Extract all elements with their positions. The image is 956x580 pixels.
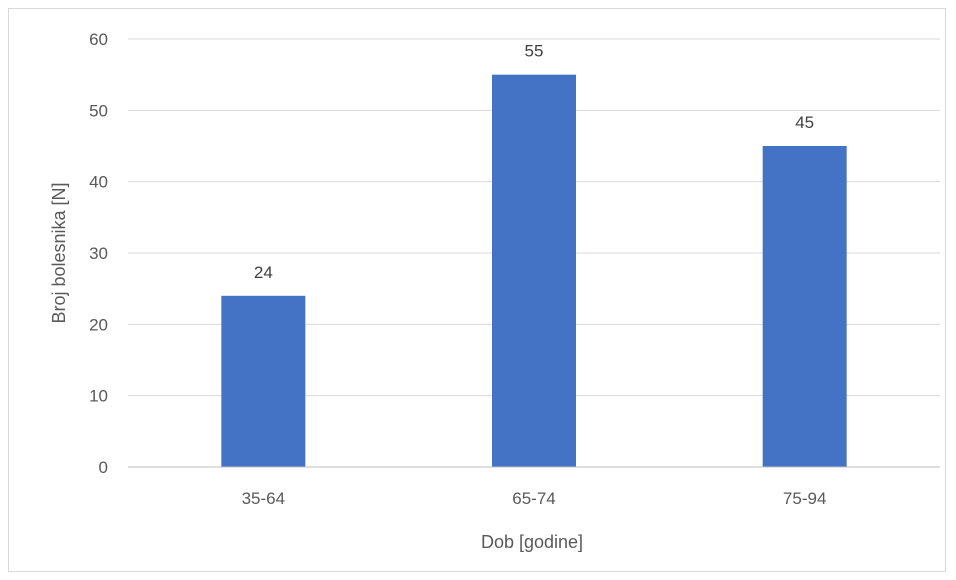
labels: 0 10 20 30 40 50 60 24 35-64 55 65-74 45 75-94: [89, 30, 826, 508]
y-axis-title: Broj bolesnika [N]: [49, 182, 69, 323]
bars: [221, 75, 846, 467]
y-tick-label: 10: [89, 387, 108, 406]
x-tick-label: 75-94: [783, 489, 826, 508]
y-tick-label: 0: [99, 458, 108, 477]
y-tick-label: 30: [89, 244, 108, 263]
x-tick-label: 65-74: [512, 489, 555, 508]
x-axis-title: Dob [godine]: [481, 532, 583, 552]
data-label: 45: [795, 113, 814, 132]
bar: [763, 146, 847, 467]
bar: [221, 296, 305, 467]
y-tick-label: 40: [89, 173, 108, 192]
y-tick-label: 50: [89, 101, 108, 120]
x-tick-label: 35-64: [242, 489, 285, 508]
bar: [492, 75, 576, 467]
y-tick-label: 20: [89, 315, 108, 334]
y-tick-label: 60: [89, 30, 108, 49]
data-label: 24: [254, 263, 273, 282]
data-label: 55: [525, 42, 544, 61]
